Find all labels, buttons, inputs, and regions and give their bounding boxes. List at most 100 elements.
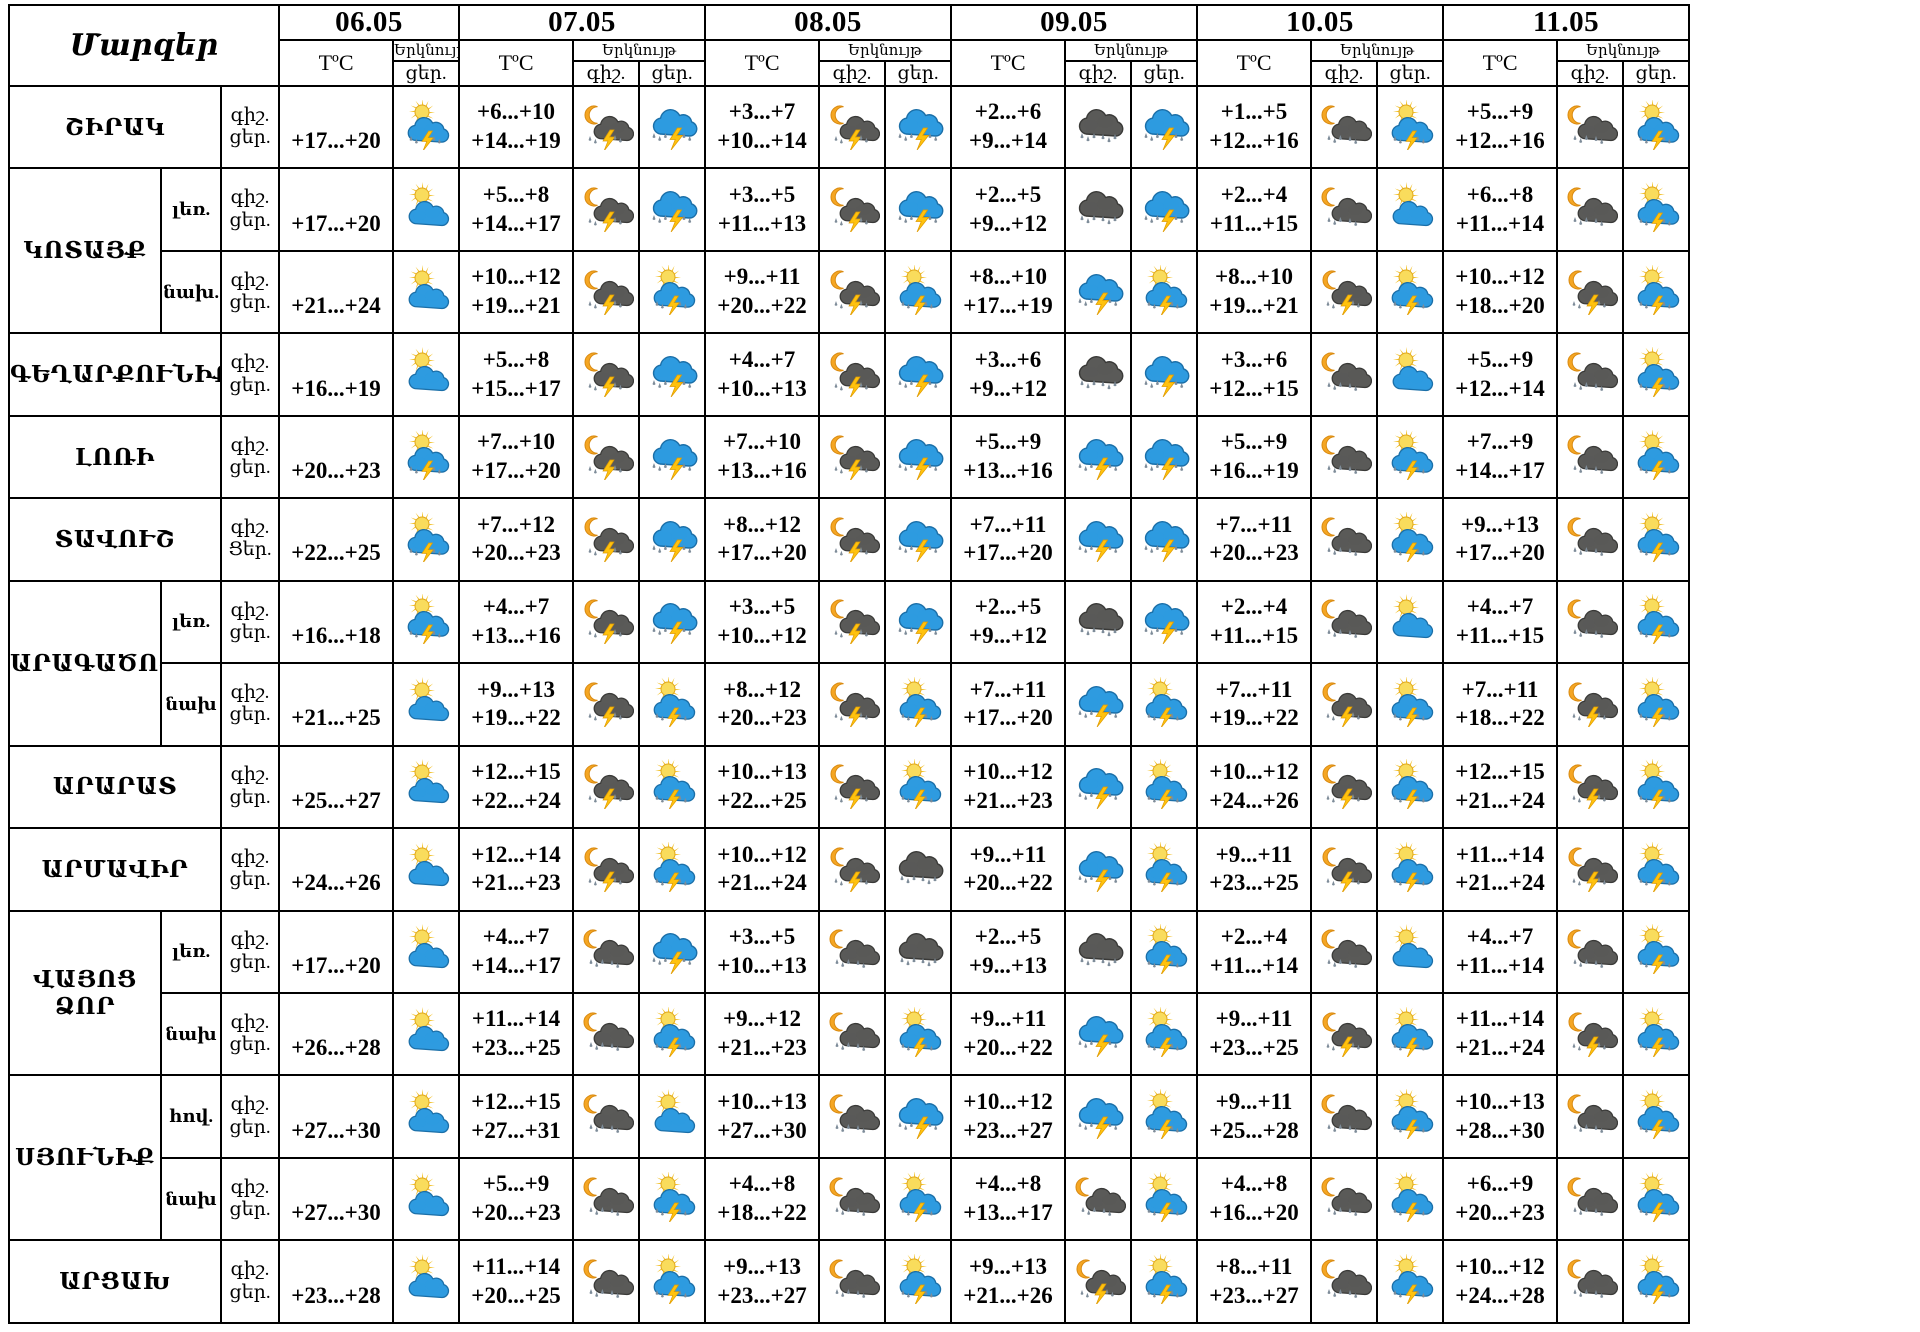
sky-cell-1-night [572, 662, 641, 747]
temp-night-value: +2...+4 [1220, 924, 1288, 949]
table-row: ԱՐԱԳԱԾՈՏՆլեռ.գիշ.ցեր. +16...+18+4...+7+1… [8, 579, 1691, 747]
sky-cell-5-night [1556, 662, 1625, 747]
daynight-labels: գիշ. ցեր. [219, 744, 281, 830]
table-row: նախ գիշ. ցեր. +27...+30 +5...+9 +20...+23 +4.… [9, 1156, 1691, 1242]
day-label: ցեր. [229, 621, 271, 643]
moon-cloud-thunder-rain-icon [578, 842, 635, 892]
sun-cloud-icon [398, 841, 454, 892]
night-label: գիշ. [230, 1011, 270, 1033]
sun-cloud-icon [398, 347, 454, 397]
cloud-thunder-rain-icon [644, 347, 700, 398]
table-body: ՇԻՐԱԿ գիշ. ցեր. +17...+20 +6...+10 +14...+19… [8, 84, 1691, 1324]
temp-night-value: +9...+11 [1215, 1006, 1293, 1032]
moon-cloud-thunder-rain-icon [578, 430, 635, 480]
temp-cell-1: +7...+10 +17...+20 [458, 414, 575, 500]
sun-cloud-thunder-rain-icon [1136, 841, 1192, 892]
temp-cell-5: +10...+12 +24...+28 [1442, 1239, 1559, 1324]
sky-cell-4-night [1310, 84, 1379, 170]
moon-cloud-thunder-rain-icon [824, 265, 881, 315]
sun-cloud-thunder-rain-icon [1628, 182, 1684, 233]
cloud-rain-icon [1070, 100, 1126, 150]
sky-cell-2-day [884, 414, 953, 500]
temp-cell-4: +7...+11 +19...+22 [1196, 662, 1313, 747]
temp-night-value: +4...+7 [482, 594, 550, 620]
moon-cloud-thunder-rain-icon [1316, 759, 1373, 810]
moon-cloud-rain-icon [578, 1007, 635, 1057]
sky-cell-4-day [1376, 909, 1445, 994]
moon-cloud-thunder-rain-icon [1562, 677, 1619, 727]
temp-night-value: +10...+13 [1455, 1088, 1545, 1114]
sky-cell-4-day [1376, 579, 1445, 665]
sky-cell-4-day [1376, 827, 1445, 912]
temp-night-value: +4...+8 [1220, 1171, 1288, 1197]
temp-day-value: +13...+16 [471, 622, 561, 648]
day-label: ցեր. [229, 1116, 271, 1138]
temp-night-value: +12...+15 [471, 1088, 561, 1114]
sun-cloud-icon [1382, 594, 1438, 644]
table-header: Մարզեր 06.05 07.05 08.05 09.05 10.05 11.… [7, 4, 1691, 87]
sky-cell-5-night [1556, 497, 1625, 582]
sky-cell-3-night [1064, 497, 1133, 582]
date-header-5: 11.05 [1442, 4, 1691, 41]
sky-cell-1-day [638, 167, 707, 252]
sky-cell-5-night [1556, 84, 1625, 170]
temp-cell-0: +22...+25 [278, 497, 395, 582]
temp-day-value: +24...+26 [291, 870, 381, 896]
sky-cell-4-night [1310, 249, 1379, 335]
sky-cell-4-night [1310, 744, 1379, 830]
temp-day-value: +22...+24 [471, 787, 561, 813]
temp-day-value: +15...+17 [471, 375, 561, 401]
sky-cell-4-day [1376, 84, 1445, 170]
sky-cell-0-day [392, 991, 461, 1077]
sun-cloud-thunder-rain-icon [1628, 841, 1684, 892]
night-label: գիշ. [230, 352, 270, 374]
temp-day-value: +16...+19 [1209, 458, 1299, 484]
cloud-thunder-rain-icon [1070, 512, 1126, 562]
sky-cell-0-day [392, 1156, 461, 1242]
sky-cell-1-day [638, 497, 707, 582]
sky-cell-0-day [392, 579, 461, 665]
region-sub-label: լեռ. [160, 167, 222, 252]
sky-cell-1-night [572, 579, 641, 665]
moon-cloud-rain-icon [1562, 1089, 1619, 1139]
moon-cloud-thunder-rain-icon [578, 265, 635, 315]
cloud-thunder-rain-icon [644, 594, 700, 645]
sky-cell-3-day [1130, 579, 1199, 665]
temp-cell-3: +2...+5 +9...+12 [950, 167, 1067, 252]
temp-day-value: +17...+20 [717, 540, 807, 566]
temp-cell-2: +10...+13 +22...+25 [704, 744, 821, 830]
sky-cell-0-day [392, 414, 461, 500]
temp-day-value: +14...+19 [471, 128, 561, 154]
daynight-labels: գիշ. ցեր. [219, 1156, 281, 1242]
temp-cell-4: +8...+10 +19...+21 [1196, 249, 1313, 335]
temp-night-value: +11...+14 [471, 1006, 561, 1032]
sky-cell-4-night [1310, 332, 1379, 417]
region-label: ԱՐԱԳԱԾՈՏՆ [8, 579, 162, 747]
sun-cloud-thunder-rain-icon [890, 1171, 946, 1222]
temp-cell-0: +23...+28 [278, 1239, 395, 1324]
night-label: գիշ. [230, 599, 270, 621]
temp-day-value: +21...+24 [717, 870, 807, 896]
sky-cell-3-day [1130, 414, 1199, 500]
sky-cell-3-night [1064, 991, 1133, 1077]
temp-day-value: +9...+12 [969, 375, 1048, 401]
sky-cell-4-day [1376, 991, 1445, 1077]
sky-cell-0-day [392, 332, 461, 417]
region-label: ԼՈՌԻ [8, 414, 222, 500]
temp-cell-5: +12...+15 +21...+24 [1442, 744, 1559, 830]
temp-day-value: +11...+15 [1209, 622, 1299, 648]
sky-cell-2-night [818, 827, 887, 912]
temp-cell-1: +12...+15 +27...+31 [458, 1074, 575, 1159]
moon-cloud-rain-icon [1316, 182, 1373, 232]
temp-cell-5: +10...+13 +28...+30 [1442, 1074, 1559, 1159]
sun-cloud-icon [398, 759, 454, 809]
temp-day-value: +24...+26 [1209, 787, 1299, 813]
sun-cloud-thunder-rain-icon [398, 511, 454, 562]
temp-day-value: +11...+14 [1455, 952, 1545, 978]
temp-cell-2: +9...+11 +20...+22 [704, 249, 821, 335]
table-row: ԱՐԱՐԱՏ գիշ. ցեր. +25...+27 +12...+15 +22...+… [8, 744, 1691, 830]
temp-night-value: +3...+7 [728, 99, 796, 125]
sky-cell-5-day [1622, 332, 1691, 417]
sky-cell-2-day [884, 662, 953, 747]
sky-cell-4-day [1376, 332, 1445, 417]
